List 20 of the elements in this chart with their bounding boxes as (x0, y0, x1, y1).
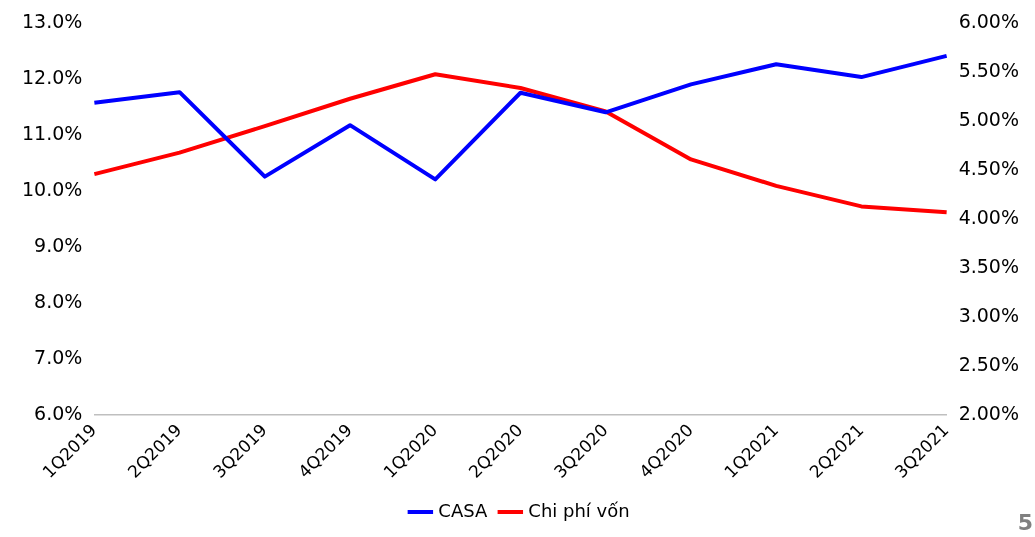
y2-tick-label: 2.50% (958, 352, 1019, 375)
y-tick-label: 7.0% (34, 345, 83, 368)
y2-tick-label: 4.00% (958, 206, 1019, 229)
legend-label: Chi phí vốn (528, 499, 630, 521)
y2-tick-label: 2.00% (958, 401, 1019, 424)
y2-tick-label: 3.50% (958, 255, 1019, 278)
y-tick-label: 6.0% (34, 401, 83, 424)
y2-tick-label: 4.50% (958, 157, 1019, 180)
y2-tick-label: 3.00% (958, 303, 1019, 326)
legend-label: CASA (438, 499, 488, 521)
y-tick-label: 11.0% (22, 122, 83, 145)
y-tick-label: 10.0% (22, 178, 83, 201)
y2-tick-label: 5.00% (958, 108, 1019, 131)
y-tick-label: 13.0% (22, 10, 83, 33)
y-tick-label: 8.0% (34, 289, 83, 312)
y-tick-label: 9.0% (34, 234, 83, 257)
y2-tick-label: 6.00% (958, 10, 1019, 33)
y2-tick-label: 5.50% (958, 59, 1019, 82)
y-tick-label: 12.0% (22, 66, 83, 89)
text: 5 (1017, 509, 1033, 535)
